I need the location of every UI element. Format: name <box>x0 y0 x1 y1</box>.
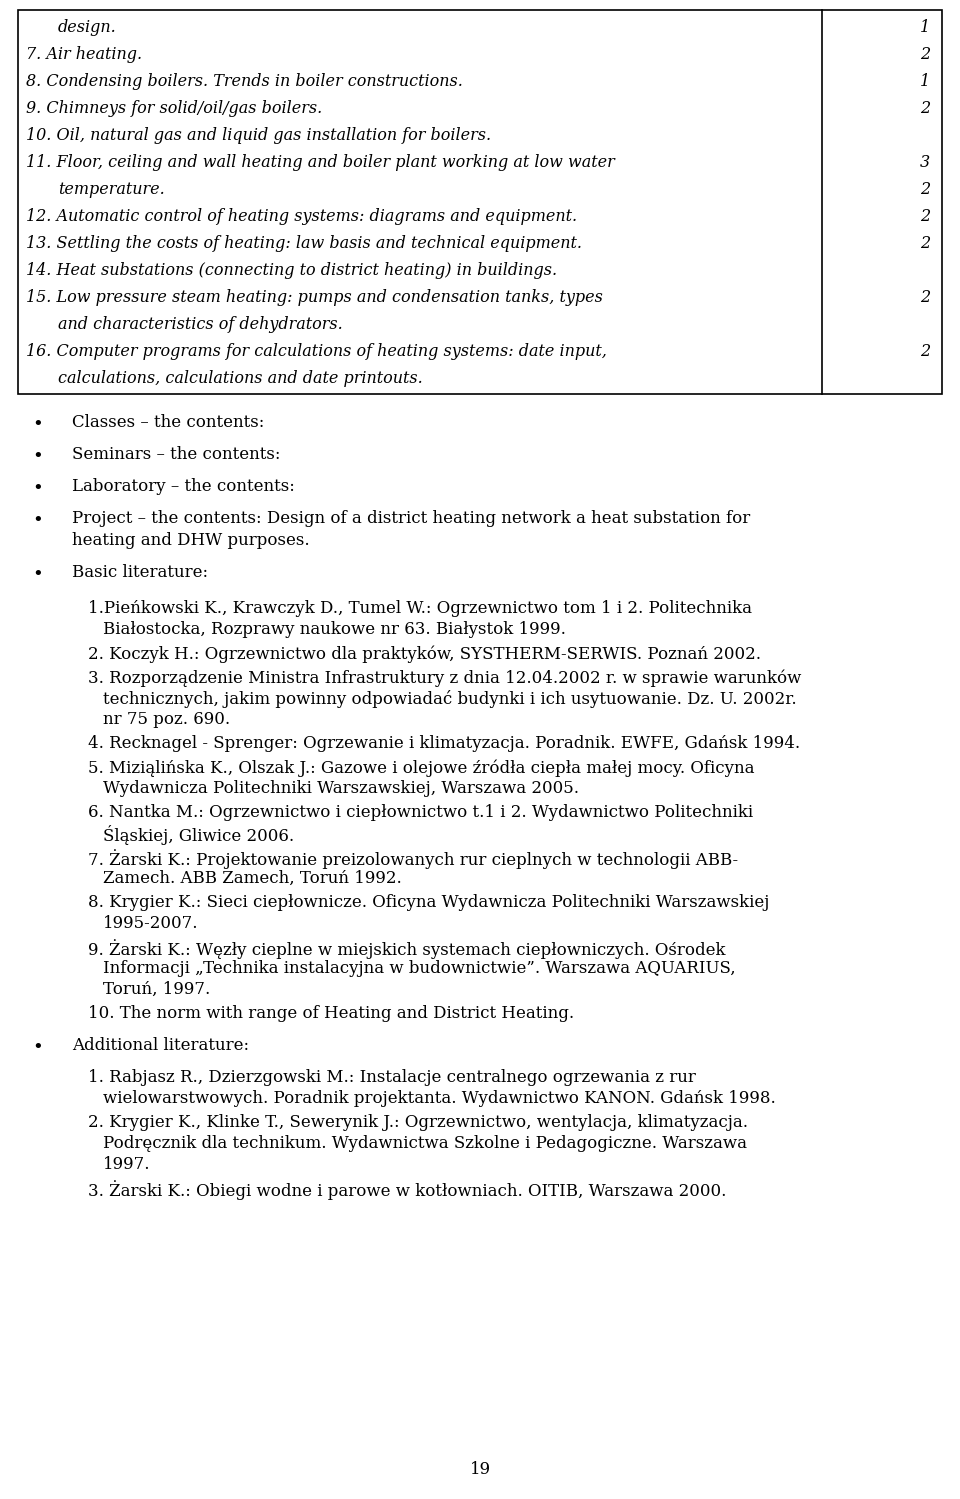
Text: •: • <box>33 513 43 531</box>
Text: 2: 2 <box>920 289 930 306</box>
Text: 1.Pieńkowski K., Krawczyk D., Tumel W.: Ogrzewnictwo tom 1 i 2. Politechnika: 1.Pieńkowski K., Krawczyk D., Tumel W.: … <box>88 600 752 618</box>
Text: Białostocka, Rozprawy naukowe nr 63. Białystok 1999.: Białostocka, Rozprawy naukowe nr 63. Bia… <box>103 621 565 639</box>
Text: Informacji „Technika instalacyjna w budownictwie”. Warszawa AQUARIUS,: Informacji „Technika instalacyjna w budo… <box>103 959 735 977</box>
Text: •: • <box>33 567 43 585</box>
Text: 11. Floor, ceiling and wall heating and boiler plant working at low water: 11. Floor, ceiling and wall heating and … <box>26 154 614 171</box>
Text: temperature.: temperature. <box>58 181 165 198</box>
Text: 1997.: 1997. <box>103 1156 151 1174</box>
Text: 12. Automatic control of heating systems: diagrams and equipment.: 12. Automatic control of heating systems… <box>26 208 577 225</box>
Text: 3: 3 <box>920 154 930 171</box>
Text: 2: 2 <box>920 343 930 360</box>
Text: 9. Żarski K.: Węzły cieplne w miejskich systemach ciepłowniczych. Ośrodek: 9. Żarski K.: Węzły cieplne w miejskich … <box>88 938 726 959</box>
Text: 8. Condensing boilers. Trends in boiler constructions.: 8. Condensing boilers. Trends in boiler … <box>26 73 463 90</box>
Text: and characteristics of dehydrators.: and characteristics of dehydrators. <box>58 316 343 333</box>
Text: 19: 19 <box>469 1462 491 1478</box>
Text: 2: 2 <box>920 100 930 117</box>
Text: 16. Computer programs for calculations of heating systems: date input,: 16. Computer programs for calculations o… <box>26 343 607 360</box>
Text: design.: design. <box>58 19 117 36</box>
Text: Additional literature:: Additional literature: <box>72 1037 250 1054</box>
Text: 8. Krygier K.: Sieci ciepłownicze. Oficyna Wydawnicza Politechniki Warszawskiej: 8. Krygier K.: Sieci ciepłownicze. Oficy… <box>88 893 769 911</box>
Text: 1: 1 <box>920 19 930 36</box>
Text: 14. Heat substations (connecting to district heating) in buildings.: 14. Heat substations (connecting to dist… <box>26 262 557 279</box>
Text: •: • <box>33 417 43 435</box>
Text: technicznych, jakim powinny odpowiadać budynki i ich usytuowanie. Dz. U. 2002r.: technicznych, jakim powinny odpowiadać b… <box>103 690 797 708</box>
Text: 10. The norm with range of Heating and District Heating.: 10. The norm with range of Heating and D… <box>88 1004 574 1022</box>
Text: Laboratory – the contents:: Laboratory – the contents: <box>72 478 295 495</box>
Text: 6. Nantka M.: Ogrzewnictwo i ciepłownictwo t.1 i 2. Wydawnictwo Politechniki: 6. Nantka M.: Ogrzewnictwo i ciepłownict… <box>88 803 754 821</box>
Text: •: • <box>33 448 43 466</box>
Text: 13. Settling the costs of heating: law basis and technical equipment.: 13. Settling the costs of heating: law b… <box>26 235 582 252</box>
Text: Zamech. ABB Zamech, Toruń 1992.: Zamech. ABB Zamech, Toruń 1992. <box>103 869 401 887</box>
Text: 2. Krygier K., Klinke T., Sewerynik J.: Ogrzewnictwo, wentylacja, klimatyzacja.: 2. Krygier K., Klinke T., Sewerynik J.: … <box>88 1114 748 1132</box>
Text: •: • <box>33 480 43 498</box>
Text: 4. Recknagel - Sprenger: Ogrzewanie i klimatyzacja. Poradnik. EWFE, Gdańsk 1994.: 4. Recknagel - Sprenger: Ogrzewanie i kl… <box>88 735 800 752</box>
Text: 3. Rozporządzenie Ministra Infrastruktury z dnia 12.04.2002 r. w sprawie warunkó: 3. Rozporządzenie Ministra Infrastruktur… <box>88 669 802 687</box>
Text: •: • <box>33 1039 43 1057</box>
Text: 7. Żarski K.: Projektowanie preizolowanych rur cieplnych w technologii ABB-: 7. Żarski K.: Projektowanie preizolowany… <box>88 848 738 869</box>
Text: calculations, calculations and date printouts.: calculations, calculations and date prin… <box>58 370 422 387</box>
Text: Project – the contents: Design of a district heating network a heat substation f: Project – the contents: Design of a dist… <box>72 510 751 528</box>
Text: 15. Low pressure steam heating: pumps and condensation tanks, types: 15. Low pressure steam heating: pumps an… <box>26 289 603 306</box>
Text: 2. Koczyk H.: Ogrzewnictwo dla praktyków, SYSTHERM-SERWIS. Poznań 2002.: 2. Koczyk H.: Ogrzewnictwo dla praktyków… <box>88 645 761 663</box>
Text: 1: 1 <box>920 73 930 90</box>
Text: 5. Miziąlińska K., Olszak J.: Gazowe i olejowe źródła ciepła małej mocy. Oficyna: 5. Miziąlińska K., Olszak J.: Gazowe i o… <box>88 758 755 776</box>
Text: 9. Chimneys for solid/oil/gas boilers.: 9. Chimneys for solid/oil/gas boilers. <box>26 100 323 117</box>
Text: 2: 2 <box>920 235 930 252</box>
Text: 1995-2007.: 1995-2007. <box>103 914 199 932</box>
Text: Seminars – the contents:: Seminars – the contents: <box>72 447 280 463</box>
Text: nr 75 poz. 690.: nr 75 poz. 690. <box>103 711 230 729</box>
Text: 3. Żarski K.: Obiegi wodne i parowe w kotłowniach. OITIB, Warszawa 2000.: 3. Żarski K.: Obiegi wodne i parowe w ko… <box>88 1180 727 1199</box>
Text: 2: 2 <box>920 46 930 63</box>
Bar <box>18 10 942 394</box>
Text: Classes – the contents:: Classes – the contents: <box>72 414 264 432</box>
Text: 2: 2 <box>920 208 930 225</box>
Text: Podręcznik dla technikum. Wydawnictwa Szkolne i Pedagogiczne. Warszawa: Podręcznik dla technikum. Wydawnictwa Sz… <box>103 1135 747 1153</box>
Text: 1. Rabjasz R., Dzierzgowski M.: Instalacje centralnego ogrzewania z rur: 1. Rabjasz R., Dzierzgowski M.: Instalac… <box>88 1069 696 1085</box>
Text: 2: 2 <box>920 181 930 198</box>
Text: Śląskiej, Gliwice 2006.: Śląskiej, Gliwice 2006. <box>103 824 294 845</box>
Text: wielowarstwowych. Poradnik projektanta. Wydawnictwo KANON. Gdańsk 1998.: wielowarstwowych. Poradnik projektanta. … <box>103 1090 776 1106</box>
Text: Wydawnicza Politechniki Warszawskiej, Warszawa 2005.: Wydawnicza Politechniki Warszawskiej, Wa… <box>103 779 579 797</box>
Text: heating and DHW purposes.: heating and DHW purposes. <box>72 532 310 549</box>
Text: Basic literature:: Basic literature: <box>72 564 208 582</box>
Text: 10. Oil, natural gas and liquid gas installation for boilers.: 10. Oil, natural gas and liquid gas inst… <box>26 127 492 144</box>
Text: Toruń, 1997.: Toruń, 1997. <box>103 980 210 998</box>
Text: 7. Air heating.: 7. Air heating. <box>26 46 142 63</box>
